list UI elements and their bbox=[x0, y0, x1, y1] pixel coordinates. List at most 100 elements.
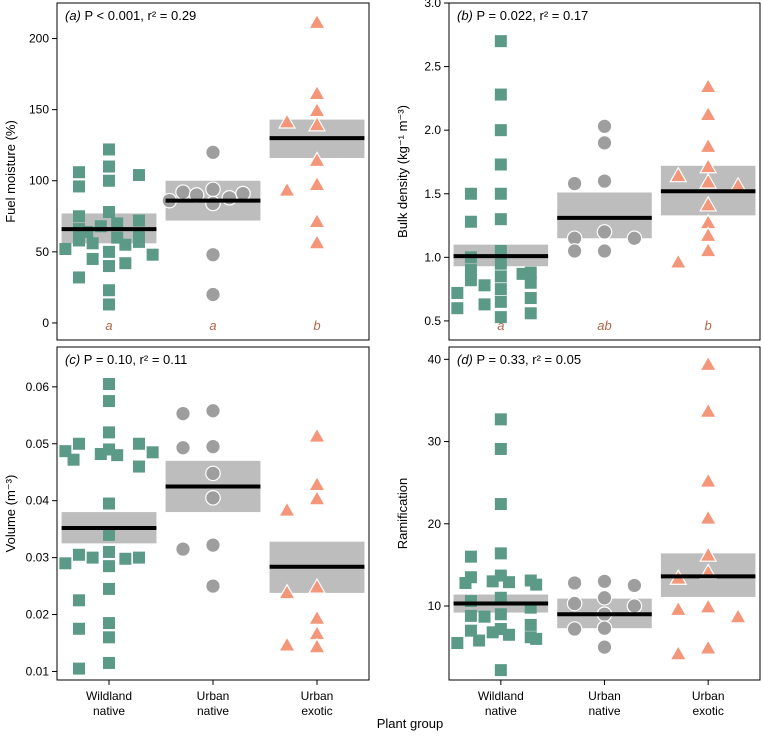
data-point-circle bbox=[205, 438, 221, 455]
data-point-square bbox=[103, 582, 115, 595]
data-point-square bbox=[103, 560, 115, 573]
data-point-square bbox=[86, 252, 99, 265]
data-point-square bbox=[73, 166, 86, 179]
data-point-circle bbox=[596, 639, 613, 655]
data-point-square bbox=[73, 437, 86, 450]
data-point-triangle bbox=[277, 501, 297, 517]
data-point-square bbox=[132, 169, 145, 182]
data-point-triangle bbox=[669, 644, 688, 661]
data-point-square bbox=[494, 88, 507, 101]
y-tick-label: 0.04 bbox=[26, 494, 50, 508]
data-point-circle bbox=[205, 537, 221, 553]
data-point-circle bbox=[175, 184, 191, 200]
panel-0: 0 50 100 150 200 Fuel moisture (%) (a) P < 0.0… bbox=[3, 2, 370, 341]
data-point-square bbox=[73, 622, 86, 635]
data-point-triangle bbox=[699, 226, 718, 243]
data-point-triangle bbox=[699, 597, 718, 614]
data-point-square bbox=[103, 497, 115, 510]
data-point-triangle bbox=[307, 175, 327, 192]
data-point-triangle bbox=[699, 402, 718, 418]
y-tick-label: 1.0 bbox=[424, 250, 441, 264]
group-0: a bbox=[59, 143, 159, 333]
data-point-circle bbox=[235, 185, 251, 202]
data-point-circle bbox=[205, 181, 221, 198]
data-point-circle bbox=[596, 243, 613, 259]
data-point-square bbox=[478, 279, 491, 292]
data-point-square bbox=[119, 238, 132, 251]
significance-letter: a bbox=[105, 318, 112, 333]
data-point-circle bbox=[596, 589, 613, 606]
data-point-circle bbox=[205, 578, 221, 594]
data-point-square bbox=[146, 446, 159, 459]
data-point-square bbox=[464, 187, 477, 200]
data-point-square bbox=[502, 628, 515, 641]
data-point-circle bbox=[566, 575, 583, 591]
data-point-triangle bbox=[277, 635, 297, 652]
panel-1: 0.5 1.0 1.5 2.0 2.5 3.0 Bulk density (kg⁻¹ m⁻³… bbox=[395, 0, 761, 341]
data-point-circle bbox=[566, 621, 583, 637]
data-point-square bbox=[103, 174, 115, 187]
data-point-square bbox=[103, 426, 115, 439]
x-category-label: Urban bbox=[692, 689, 725, 703]
data-point-square bbox=[494, 547, 507, 560]
data-point-circle bbox=[205, 490, 221, 506]
data-point-square bbox=[111, 217, 124, 230]
panel-frame bbox=[56, 2, 370, 341]
data-point-triangle bbox=[699, 638, 718, 655]
group-2: b bbox=[269, 13, 365, 333]
data-point-square bbox=[103, 206, 115, 219]
y-tick-label: 3.0 bbox=[424, 0, 441, 10]
data-point-triangle bbox=[699, 471, 718, 488]
data-point-triangle bbox=[307, 13, 327, 30]
data-point-square bbox=[486, 626, 499, 639]
y-tick-label: 0.05 bbox=[26, 437, 50, 451]
significance-letter: b bbox=[705, 318, 712, 333]
data-point-square bbox=[494, 591, 507, 604]
y-tick-label: 200 bbox=[29, 32, 49, 46]
data-point-square bbox=[464, 274, 477, 287]
data-point-triangle bbox=[277, 583, 297, 600]
data-point-circle bbox=[596, 620, 613, 636]
data-point-triangle bbox=[307, 212, 327, 229]
data-point-square bbox=[103, 298, 115, 311]
x-category-label: Urban bbox=[301, 689, 334, 703]
data-point-circle bbox=[175, 405, 191, 422]
data-point-triangle bbox=[729, 607, 748, 624]
data-point-square bbox=[103, 528, 115, 541]
data-point-square bbox=[73, 234, 86, 247]
y-tick-label: 0.06 bbox=[26, 380, 50, 394]
group-0 bbox=[59, 378, 159, 675]
data-point-triangle bbox=[669, 600, 688, 617]
y-axis-title: Bulk density (kg⁻¹ m⁻³) bbox=[395, 105, 410, 238]
data-point-circle bbox=[205, 402, 221, 419]
panel-title: (c) P = 0.10, r² = 0.11 bbox=[65, 352, 187, 367]
data-point-triangle bbox=[307, 427, 327, 443]
y-tick-label: 20 bbox=[428, 517, 442, 531]
data-point-triangle bbox=[277, 112, 297, 129]
data-point-square bbox=[524, 307, 537, 320]
panel-3: 10 20 30 40 Ramification (d) P = 0.33, r² = 0… bbox=[395, 346, 761, 718]
data-point-circle bbox=[221, 190, 238, 206]
data-point-triangle bbox=[699, 195, 718, 212]
y-tick-label: 0.5 bbox=[424, 314, 441, 328]
data-point-square bbox=[494, 498, 507, 511]
data-point-square bbox=[73, 271, 86, 284]
data-point-circle bbox=[205, 246, 221, 263]
data-point-square bbox=[111, 449, 124, 462]
data-point-square bbox=[103, 395, 115, 408]
data-point-square bbox=[67, 453, 80, 466]
data-point-square bbox=[494, 257, 507, 270]
data-point-triangle bbox=[307, 637, 327, 654]
data-point-square bbox=[486, 575, 499, 588]
data-point-triangle bbox=[699, 355, 718, 372]
panel-frame bbox=[448, 2, 761, 341]
x-category-label: exotic bbox=[301, 704, 332, 718]
x-category-label: Wildland bbox=[478, 689, 524, 703]
group-1: ab bbox=[557, 118, 652, 333]
data-point-triangle bbox=[699, 137, 718, 154]
y-tick-label: 100 bbox=[29, 174, 49, 188]
data-point-square bbox=[530, 578, 543, 591]
data-point-square bbox=[530, 632, 543, 645]
data-point-circle bbox=[175, 541, 191, 557]
data-point-circle bbox=[175, 439, 191, 456]
